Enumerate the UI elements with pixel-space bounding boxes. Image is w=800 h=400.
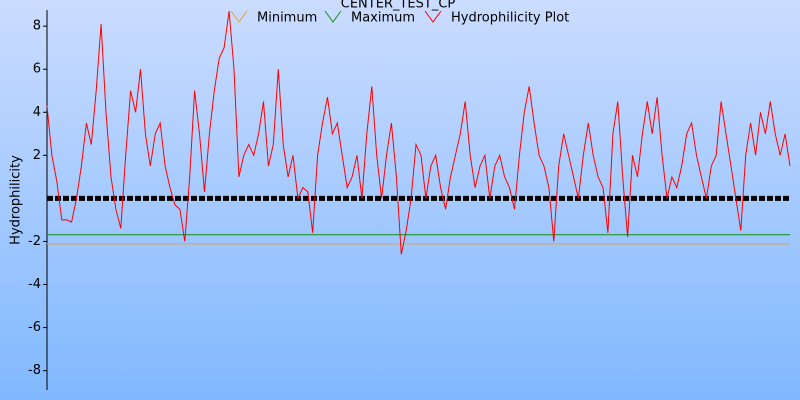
y-axis-label: Hydrophilicity xyxy=(9,155,24,245)
legend-label: Maximum xyxy=(351,11,415,26)
legend-label: Hydrophilicity Plot xyxy=(451,11,569,26)
y-tick-label: -2 xyxy=(28,234,41,249)
y-tick-label: -8 xyxy=(28,363,41,378)
y-tick-label: 6 xyxy=(33,62,41,77)
line-series xyxy=(46,11,791,255)
y-tick-label: -4 xyxy=(28,277,41,292)
y-tick-label: 4 xyxy=(33,105,41,120)
y-tick-label: 8 xyxy=(33,19,41,34)
legend-icon xyxy=(230,10,248,23)
legend-label: Minimum xyxy=(257,11,317,26)
y-tick-label: 2 xyxy=(33,148,41,163)
legend-icon xyxy=(424,10,442,23)
chart-title: CENTER_TEST_CP xyxy=(341,0,456,12)
legend-icon xyxy=(324,10,342,23)
y-tick-label: -6 xyxy=(28,320,41,335)
